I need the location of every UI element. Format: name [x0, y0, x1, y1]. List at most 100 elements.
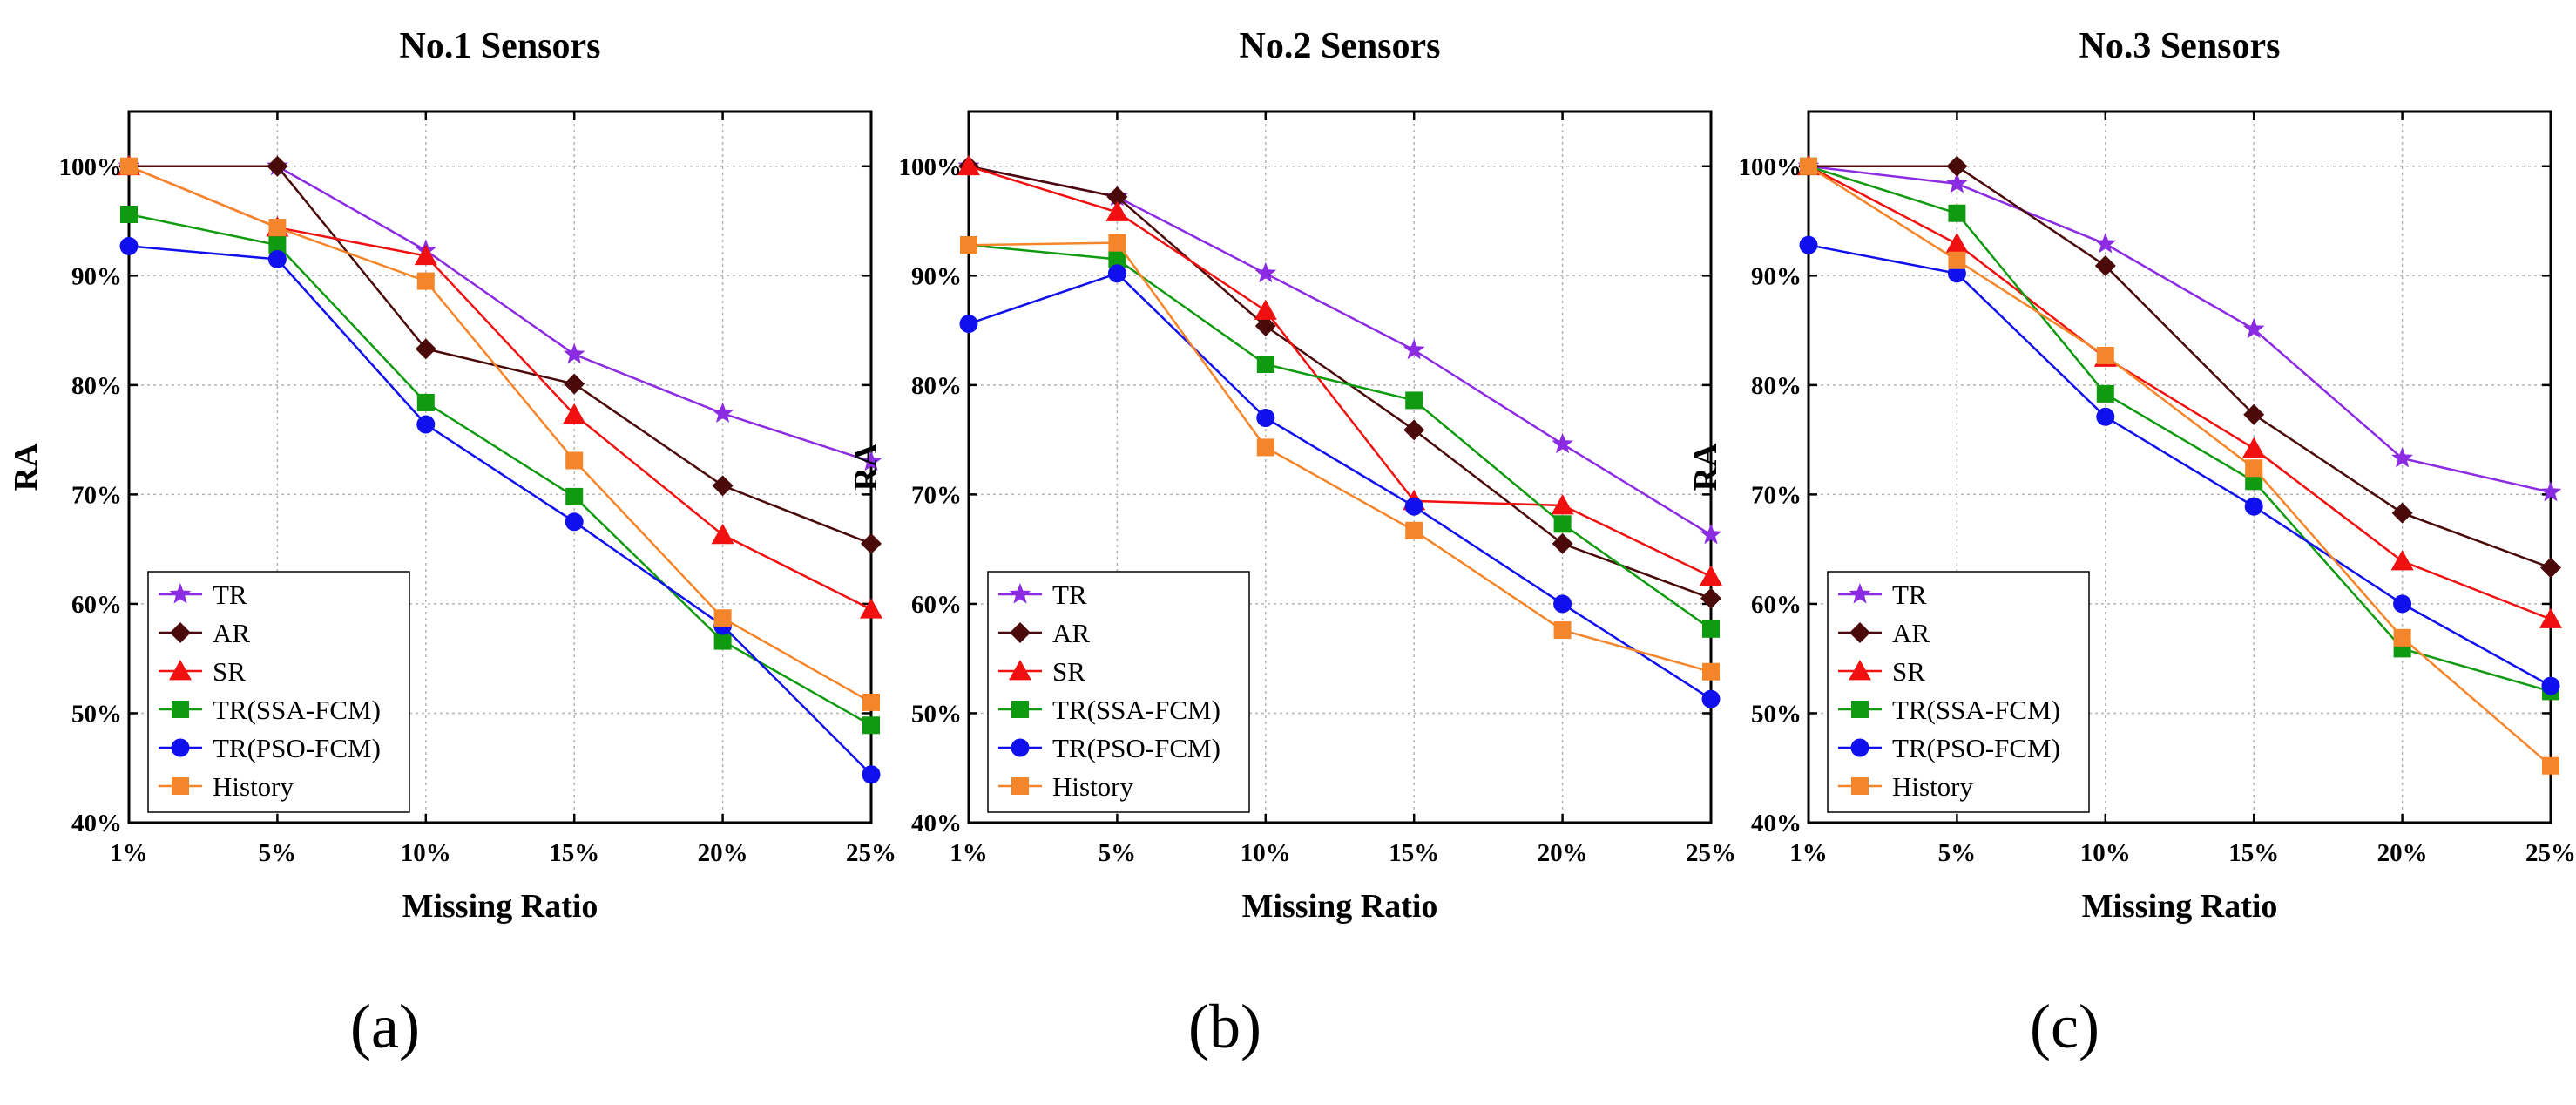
- legend-marker: [1011, 738, 1030, 757]
- y-tick-label: 80%: [71, 372, 122, 400]
- data-point: [2242, 317, 2265, 339]
- series-sr: [957, 154, 1722, 586]
- y-axis-label: RA: [848, 443, 884, 491]
- data-point: [1700, 587, 1721, 609]
- plot-frame: [127, 110, 873, 824]
- legend-label: TR(SSA-FCM): [1052, 695, 1220, 725]
- legend-marker: [172, 701, 189, 718]
- legend-label: AR: [1892, 618, 1930, 648]
- series-line: [968, 241, 1712, 674]
- series-tr: [118, 154, 882, 471]
- legend-box: [987, 571, 1250, 813]
- data-point: [1254, 261, 1277, 283]
- data-point: [2096, 384, 2114, 403]
- legend-label: TR(SSA-FCM): [213, 695, 381, 725]
- chart-title: No.1 Sensors: [399, 26, 600, 66]
- x-tick-label: 1%: [110, 839, 148, 867]
- data-point: [1946, 155, 1968, 177]
- legend-marker: [1011, 701, 1029, 718]
- legend-entry: AR: [998, 618, 1090, 648]
- legend-entry: TR(SSA-FCM): [998, 695, 1220, 725]
- y-tick-label: 100%: [1739, 153, 1802, 181]
- data-point: [713, 632, 732, 650]
- data-point: [712, 475, 734, 497]
- data-point: [565, 512, 584, 532]
- x-axis-label: Missing Ratio: [2082, 888, 2278, 925]
- data-point: [1701, 689, 1721, 708]
- legend-marker: [1011, 777, 1029, 795]
- x-tick-label: 5%: [1938, 839, 1977, 867]
- series-line: [129, 165, 872, 463]
- x-tick-label: 5%: [1099, 839, 1137, 867]
- data-point: [959, 315, 978, 334]
- legend-label: TR(SSA-FCM): [1892, 695, 2060, 725]
- series-line: [129, 165, 872, 546]
- data-point: [862, 765, 881, 784]
- y-tick-label: 70%: [1751, 481, 1802, 509]
- x-tick-label: 10%: [401, 839, 451, 867]
- series-history: [120, 157, 880, 711]
- legend-label: History: [213, 771, 294, 802]
- plot-frame: [967, 110, 1713, 824]
- y-tick-label: 100%: [899, 153, 963, 181]
- y-tick-label: 60%: [71, 591, 122, 619]
- plot-frame: [1807, 110, 2552, 824]
- y-tick-label: 50%: [1751, 700, 1802, 728]
- legend-label: History: [1892, 771, 1974, 802]
- legend-entry: AR: [159, 618, 250, 648]
- data-point: [2094, 232, 2117, 254]
- data-point: [1700, 523, 1722, 545]
- chart-title: No.3 Sensors: [2079, 26, 2280, 66]
- legend-label: SR: [213, 656, 246, 687]
- legend-entry: SR: [159, 656, 246, 687]
- data-point: [416, 415, 436, 434]
- y-tick-label: 40%: [1751, 810, 1802, 837]
- data-point: [960, 236, 977, 254]
- data-point: [1946, 172, 1968, 193]
- legend-marker: [170, 622, 191, 643]
- data-point: [1553, 621, 1572, 640]
- panel-label: (b): [1188, 992, 1261, 1061]
- y-tick-label: 80%: [1751, 372, 1802, 400]
- data-point: [862, 693, 880, 711]
- x-tick-label: 25%: [2525, 839, 2576, 867]
- y-tick-label: 90%: [71, 262, 122, 290]
- data-point: [2243, 403, 2265, 425]
- data-point: [1254, 299, 1277, 320]
- data-point: [416, 393, 435, 411]
- data-point: [267, 249, 287, 268]
- data-point: [564, 373, 585, 395]
- legend-label: TR: [213, 580, 247, 610]
- x-axis-label: Missing Ratio: [1242, 888, 1438, 925]
- x-tick-label: 5%: [259, 839, 297, 867]
- x-axis-label: Missing Ratio: [402, 888, 598, 925]
- series-line: [1808, 165, 2552, 767]
- data-point: [2541, 676, 2560, 695]
- data-point: [2393, 594, 2412, 614]
- legend-marker: [169, 660, 192, 681]
- data-point: [957, 154, 980, 176]
- legend-box: [147, 571, 410, 813]
- x-tick-label: 15%: [2228, 839, 2279, 867]
- data-point: [1405, 521, 1423, 539]
- legend-marker: [1849, 622, 1870, 643]
- data-point: [565, 451, 584, 470]
- x-tick-label: 20%: [2377, 839, 2428, 867]
- data-point: [268, 219, 287, 237]
- data-point: [2096, 407, 2115, 426]
- legend-marker: [172, 777, 189, 795]
- chart-panel-2: 40% 50% 60% 70% 80% 90% 100% 1% 5% 10% 15% 20% 25% No…: [848, 26, 1736, 1061]
- data-point: [713, 609, 732, 627]
- series-line: [968, 165, 1712, 536]
- data-point: [1108, 250, 1126, 268]
- series-ar: [1798, 155, 2561, 579]
- data-point: [268, 236, 287, 254]
- series-line: [128, 245, 872, 776]
- panel-label: (a): [350, 992, 420, 1061]
- series-line: [968, 272, 1712, 701]
- data-point: [1948, 251, 1966, 269]
- data-point: [119, 236, 139, 255]
- legend-entry: TR(PSO-FCM): [159, 733, 381, 763]
- data-point: [2245, 472, 2263, 491]
